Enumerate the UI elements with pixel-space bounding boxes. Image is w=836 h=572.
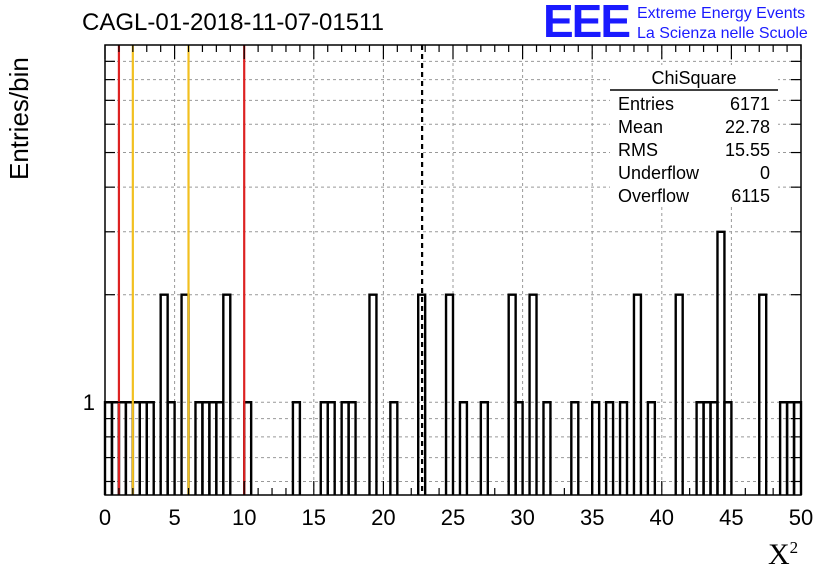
histogram-bin <box>222 293 232 495</box>
histogram-bin <box>570 401 580 495</box>
x-tick-label: 35 <box>580 505 604 530</box>
histogram-bin <box>166 401 176 495</box>
logo-mark: EEE <box>543 0 631 47</box>
histogram-bin <box>514 401 524 495</box>
histogram-bin <box>389 401 399 495</box>
histogram-bin <box>618 401 629 495</box>
histogram-bin <box>347 401 357 495</box>
histogram-bin <box>723 401 733 495</box>
histogram-bin <box>444 293 455 495</box>
stats-value: 0 <box>760 163 770 183</box>
histogram-bin <box>458 401 469 495</box>
stats-value: 22.78 <box>725 117 770 137</box>
x-tick-label: 45 <box>719 505 743 530</box>
histogram-bin <box>674 293 684 495</box>
histogram-bin <box>758 293 768 495</box>
histogram-bin <box>479 401 489 495</box>
x-tick-label: 5 <box>168 505 180 530</box>
x-tick-label: 15 <box>302 505 326 530</box>
histogram-bin <box>417 293 427 495</box>
logo-tagline-1: Extreme Energy Events <box>637 5 806 22</box>
histogram-bin <box>591 401 601 495</box>
x-axis-label-base: X <box>768 538 790 571</box>
x-tick-label: 25 <box>441 505 465 530</box>
histogram-bin <box>632 293 643 495</box>
stats-label: RMS <box>618 140 658 160</box>
eee-logo: EEE Extreme Energy Events La Scienza nel… <box>543 0 833 47</box>
histogram-bin <box>368 293 378 495</box>
x-axis-label-superscript: 2 <box>789 538 799 557</box>
chart-title: CAGL-01-2018-11-07-01511 <box>82 9 384 36</box>
stats-value: 6115 <box>731 186 770 206</box>
x-tick-label: 10 <box>232 505 256 530</box>
x-tick-label: 20 <box>371 505 395 530</box>
x-tick-label: 40 <box>650 505 674 530</box>
stats-box-title: ChiSquare <box>651 68 736 88</box>
histogram-bin <box>716 230 726 495</box>
stats-value: 15.55 <box>725 140 770 160</box>
stats-box <box>610 65 778 204</box>
histogram-bin <box>507 293 517 495</box>
x-tick-label: 0 <box>99 505 111 530</box>
stats-value: 6171 <box>730 94 770 114</box>
x-tick-label: 50 <box>789 505 813 530</box>
stats-label: Overflow <box>618 186 690 206</box>
histogram-bin <box>528 293 538 495</box>
histogram-bin <box>542 401 552 495</box>
histogram-bin <box>604 401 615 495</box>
histogram-bin <box>159 293 169 495</box>
histogram-bin <box>646 401 657 495</box>
histogram-bin <box>326 401 336 495</box>
x-axis-label: X2 <box>768 538 798 572</box>
stats-label: Mean <box>618 117 663 137</box>
histogram-bin <box>291 401 302 495</box>
logo-tagline-2: La Scienza nelle Scuole <box>637 25 808 42</box>
histogram-bin <box>145 401 155 495</box>
stats-label: Entries <box>618 94 674 114</box>
stats-label: Underflow <box>618 163 700 183</box>
y-tick-label: 1 <box>83 390 95 415</box>
x-tick-label: 30 <box>510 505 534 530</box>
